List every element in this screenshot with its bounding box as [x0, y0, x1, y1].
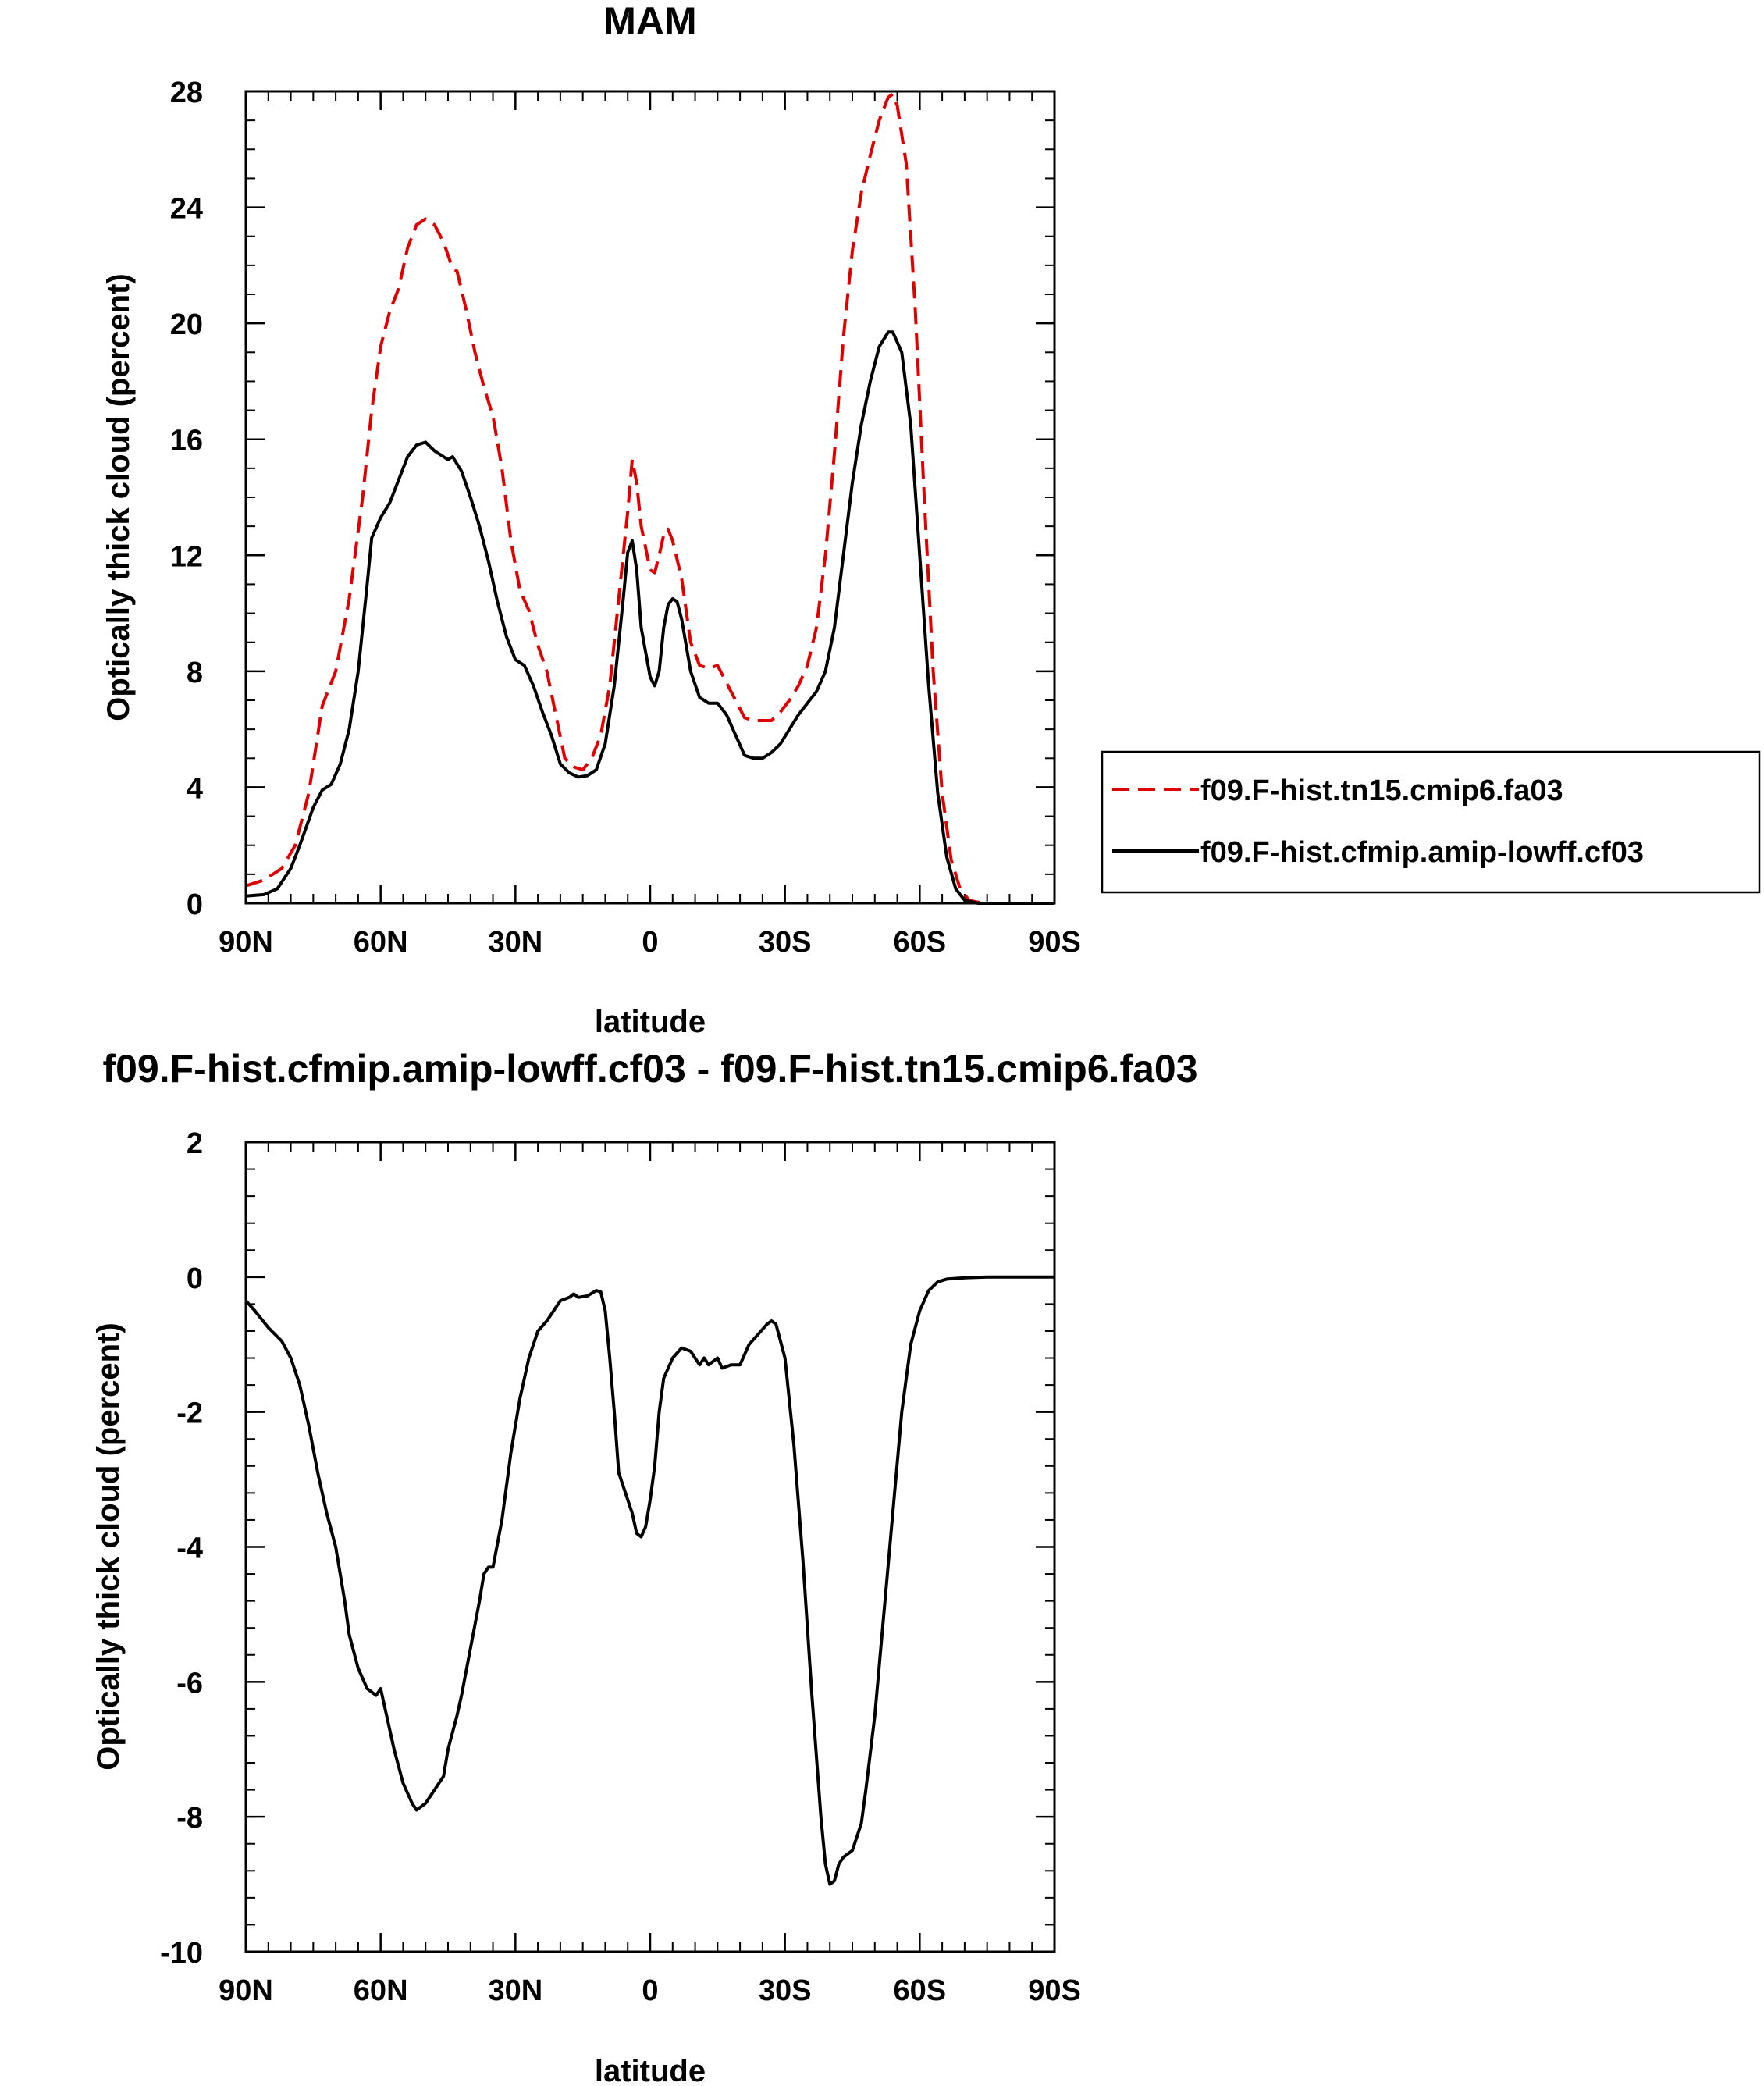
- top-x-tick-label: 30N: [488, 926, 542, 959]
- bottom-tick-marks: [244, 1141, 1056, 1953]
- top-tick-marks: [244, 90, 1056, 905]
- top-x-axis-label: latitude: [595, 1005, 706, 1039]
- bottom-x-tick-label: 60S: [894, 1974, 947, 2007]
- bottom-x-tick-label: 30S: [759, 1974, 812, 2007]
- top-series-line-1: [245, 92, 1054, 905]
- bottom-y-tick-label: -2: [176, 1397, 203, 1430]
- bottom-y-axis-label: Optically thick cloud (percent): [91, 1322, 126, 1770]
- top-y-tick-label: 28: [170, 77, 203, 109]
- bottom-x-tick-label: 90N: [219, 1974, 273, 2007]
- bottom-panel: f09.F-hist.cfmip.amip-lowff.cf03 - f09.F…: [91, 1047, 1198, 2086]
- top-series-group: [245, 92, 1054, 905]
- top-y-tick-labels: 0 4 8 12 16 20 24 28: [170, 77, 203, 921]
- bottom-x-tick-labels: 90N 60N 30N 0 30S 60S 90S: [219, 1974, 1081, 2007]
- bottom-y-tick-label: 0: [187, 1262, 203, 1295]
- legend-label-series-2: f09.F-hist.cfmip.amip-lowff.cf03: [1200, 836, 1644, 869]
- top-x-tick-labels: 90N 60N 30N 0 30S 60S 90S: [219, 926, 1081, 959]
- bottom-series-group: [244, 1275, 1054, 1886]
- top-y-tick-label: 12: [170, 540, 203, 573]
- bottom-y-tick-label: -6: [176, 1667, 203, 1700]
- legend: f09.F-hist.tn15.cmip6.fa03 f09.F-hist.cf…: [1101, 750, 1761, 894]
- bottom-y-tick-label: -4: [176, 1532, 203, 1565]
- top-x-tick-label: 30S: [759, 926, 812, 959]
- top-y-tick-label: 0: [187, 888, 203, 921]
- bottom-x-axis-label: latitude: [595, 2054, 706, 2086]
- top-x-tick-label: 90N: [219, 926, 273, 959]
- bottom-series-line-1: [244, 1275, 1054, 1886]
- bottom-y-tick-label: -10: [160, 1937, 203, 1970]
- bottom-y-tick-labels: 2 0 -2 -4 -6 -8 -10: [160, 1127, 203, 1970]
- top-x-tick-label: 60N: [354, 926, 408, 959]
- top-y-tick-label: 16: [170, 425, 203, 457]
- top-panel: MAM 90N 60N 30N 0 30S 60S 90S 0 4 8 12 16 20 24 28 la…: [101, 0, 1081, 1039]
- top-series-line-2: [245, 330, 1054, 905]
- top-chart-title: MAM: [603, 0, 696, 43]
- top-x-tick-label: 90S: [1028, 926, 1081, 959]
- top-y-tick-label: 20: [170, 308, 203, 341]
- bottom-plot-frame: [244, 1141, 1056, 1953]
- top-x-tick-label: 0: [642, 926, 658, 959]
- bottom-y-tick-label: -8: [176, 1802, 203, 1835]
- bottom-x-tick-label: 90S: [1028, 1974, 1081, 2007]
- bottom-x-tick-label: 60N: [354, 1974, 408, 2007]
- top-y-axis-label: Optically thick cloud (percent): [101, 273, 136, 721]
- bottom-x-tick-label: 30N: [488, 1974, 542, 2007]
- legend-box: [1101, 750, 1761, 894]
- top-y-tick-label: 24: [170, 193, 203, 226]
- bottom-x-tick-label: 0: [642, 1974, 658, 2007]
- bottom-chart-title: f09.F-hist.cfmip.amip-lowff.cf03 - f09.F…: [102, 1047, 1197, 1091]
- top-y-tick-label: 4: [187, 772, 203, 805]
- top-x-tick-label: 60S: [894, 926, 947, 959]
- legend-label-series-1: f09.F-hist.tn15.cmip6.fa03: [1200, 774, 1563, 807]
- top-y-tick-label: 8: [187, 657, 203, 689]
- top-plot-frame: [244, 90, 1056, 905]
- bottom-y-tick-label: 2: [187, 1127, 203, 1160]
